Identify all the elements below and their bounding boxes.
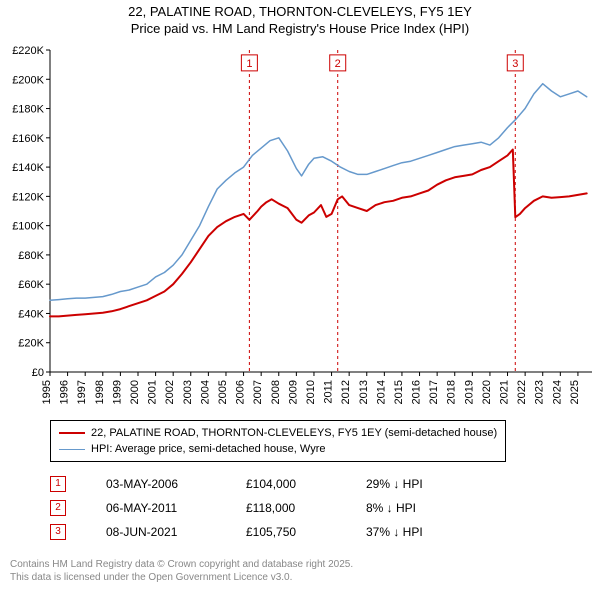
svg-text:2001: 2001 [147,380,159,404]
event-delta-2: 8% ↓ HPI [366,501,506,515]
event-row-1: 1 03-MAY-2006 £104,000 29% ↓ HPI [50,472,506,496]
svg-text:2020: 2020 [481,380,493,404]
svg-text:2024: 2024 [551,380,563,404]
event-delta-1: 29% ↓ HPI [366,477,506,491]
title-line-2: Price paid vs. HM Land Registry's House … [0,21,600,38]
event-row-2: 2 06-MAY-2011 £118,000 8% ↓ HPI [50,496,506,520]
svg-text:1995: 1995 [41,380,53,404]
svg-text:£160K: £160K [12,133,44,145]
event-marker-3: 3 [50,524,66,540]
event-date-2: 06-MAY-2011 [106,501,246,515]
svg-text:1996: 1996 [59,380,71,404]
svg-text:2007: 2007 [252,380,264,404]
svg-text:2010: 2010 [305,380,317,404]
svg-text:2012: 2012 [340,380,352,404]
svg-text:2019: 2019 [463,380,475,404]
event-delta-3: 37% ↓ HPI [366,525,506,539]
legend-label-price-paid: 22, PALATINE ROAD, THORNTON-CLEVELEYS, F… [91,425,497,441]
svg-text:£120K: £120K [12,191,44,203]
attribution: Contains HM Land Registry data © Crown c… [10,558,353,584]
events-table: 1 03-MAY-2006 £104,000 29% ↓ HPI 2 06-MA… [50,472,506,544]
svg-text:£0: £0 [32,367,44,379]
event-date-3: 08-JUN-2021 [106,525,246,539]
event-marker-1: 1 [50,476,66,492]
svg-text:2005: 2005 [217,380,229,404]
svg-text:2004: 2004 [199,380,211,404]
svg-text:£100K: £100K [12,221,44,233]
attribution-line-1: Contains HM Land Registry data © Crown c… [10,558,353,571]
svg-text:1998: 1998 [94,380,106,404]
legend-swatch-price-paid [59,432,85,434]
event-price-3: £105,750 [246,525,366,539]
svg-text:2002: 2002 [164,380,176,404]
svg-text:2006: 2006 [235,380,247,404]
attribution-line-2: This data is licensed under the Open Gov… [10,571,353,584]
svg-text:£220K: £220K [12,45,44,57]
svg-text:2011: 2011 [323,380,335,404]
legend-swatch-hpi [59,449,85,450]
svg-text:1999: 1999 [111,380,123,404]
svg-text:2015: 2015 [393,380,405,404]
svg-text:2014: 2014 [375,380,387,404]
svg-text:£20K: £20K [18,338,44,350]
svg-text:£140K: £140K [12,162,44,174]
event-price-2: £118,000 [246,501,366,515]
svg-text:1997: 1997 [76,380,88,404]
svg-text:2013: 2013 [358,380,370,404]
svg-text:£200K: £200K [12,74,44,86]
svg-text:£80K: £80K [18,250,44,262]
svg-text:2025: 2025 [569,380,581,404]
event-date-1: 03-MAY-2006 [106,477,246,491]
svg-text:2009: 2009 [287,380,299,404]
legend-item-price-paid: 22, PALATINE ROAD, THORNTON-CLEVELEYS, F… [59,425,497,441]
svg-text:2023: 2023 [534,380,546,404]
svg-text:1: 1 [246,58,252,70]
svg-text:£40K: £40K [18,308,44,320]
line-chart-svg: £0 £20K £40K £60K £80K £100K £120K £140K £160K £1… [0,42,600,412]
legend-label-hpi: HPI: Average price, semi-detached house,… [91,441,325,457]
svg-text:2008: 2008 [270,380,282,404]
svg-text:2018: 2018 [446,380,458,404]
event-marker-2: 2 [50,500,66,516]
legend: 22, PALATINE ROAD, THORNTON-CLEVELEYS, F… [50,420,506,462]
svg-text:2017: 2017 [428,380,440,404]
chart-area: £0 £20K £40K £60K £80K £100K £120K £140K £160K £1… [0,42,600,412]
svg-text:2: 2 [335,58,341,70]
title-line-1: 22, PALATINE ROAD, THORNTON-CLEVELEYS, F… [0,4,600,21]
chart-title: 22, PALATINE ROAD, THORNTON-CLEVELEYS, F… [0,0,600,38]
event-price-1: £104,000 [246,477,366,491]
svg-text:2000: 2000 [129,380,141,404]
svg-text:2022: 2022 [516,380,528,404]
svg-text:2021: 2021 [499,380,511,404]
svg-text:2003: 2003 [182,380,194,404]
legend-item-hpi: HPI: Average price, semi-detached house,… [59,441,497,457]
svg-text:£60K: £60K [18,279,44,291]
svg-text:3: 3 [512,58,518,70]
event-row-3: 3 08-JUN-2021 £105,750 37% ↓ HPI [50,520,506,544]
svg-text:£180K: £180K [12,104,44,116]
svg-text:2016: 2016 [411,380,423,404]
